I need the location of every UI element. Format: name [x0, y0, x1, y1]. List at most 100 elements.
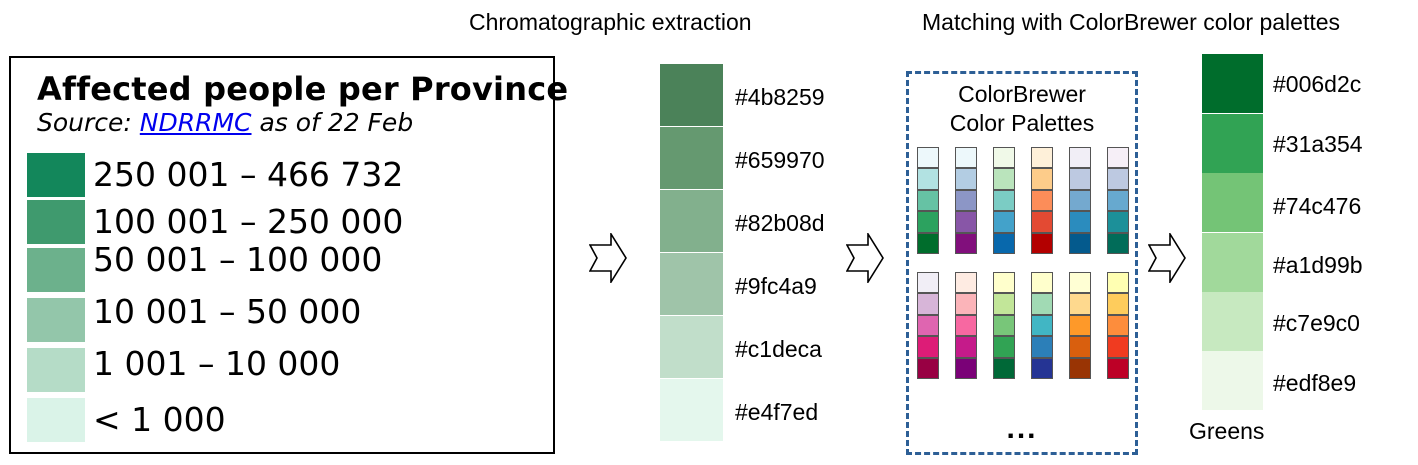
palette-swatch — [955, 189, 977, 212]
greens-swatch — [1202, 114, 1263, 173]
legend-title: Affected people per Province — [37, 70, 569, 108]
palette-swatch — [1031, 232, 1053, 254]
colorbrewer-title: ColorBrewer Color Palettes — [909, 80, 1135, 138]
extracted-hex: #659970 — [735, 147, 825, 173]
palette-swatch — [993, 336, 1015, 358]
matching-heading: Matching with ColorBrewer color palettes — [922, 9, 1341, 35]
greens-swatch — [1202, 292, 1263, 351]
palette-swatch — [993, 232, 1015, 254]
colorbrewer-palette — [1031, 147, 1053, 254]
palette-swatch — [993, 272, 1015, 294]
legend-swatch — [27, 153, 85, 197]
legend-swatch — [27, 200, 85, 244]
extracted-hex: #c1deca — [735, 336, 822, 362]
palette-swatch — [1107, 232, 1129, 254]
palette-swatch — [955, 232, 977, 254]
extracted-swatch — [660, 190, 723, 252]
colorbrewer-palette — [917, 272, 939, 379]
palette-swatch — [1069, 211, 1091, 233]
palette-swatch — [955, 293, 977, 315]
more-palettes-ellipsis: ... — [1006, 412, 1038, 445]
palette-swatch — [993, 357, 1015, 379]
palette-swatch — [1031, 189, 1053, 212]
palette-swatch — [917, 314, 939, 337]
colorbrewer-palette — [1107, 147, 1129, 254]
palette-swatch — [1031, 314, 1053, 337]
palette-swatch — [1107, 293, 1129, 315]
palette-swatch — [917, 189, 939, 212]
colorbrewer-palette — [1069, 272, 1091, 379]
extracted-swatch — [660, 316, 723, 378]
palette-swatch — [1069, 357, 1091, 379]
palette-swatch — [1107, 314, 1129, 337]
greens-hex: #74c476 — [1273, 193, 1362, 219]
hollow-right-arrow-icon — [846, 233, 884, 283]
legend-label: 10 001 – 50 000 — [93, 292, 362, 331]
palette-swatch — [1107, 189, 1129, 212]
palette-swatch — [1069, 314, 1091, 337]
colorbrewer-palette — [955, 272, 977, 379]
palette-swatch — [955, 147, 977, 169]
extracted-hex: #82b08d — [735, 210, 825, 236]
palette-swatch — [1069, 168, 1091, 190]
palette-swatch — [1107, 272, 1129, 294]
legend-label: 50 001 – 100 000 — [93, 240, 383, 279]
colorbrewer-palette — [955, 147, 977, 254]
extracted-hex: #4b8259 — [735, 84, 825, 110]
legend-swatch — [27, 348, 85, 392]
palette-swatch — [1031, 168, 1053, 190]
greens-hex: #a1d99b — [1273, 252, 1363, 278]
colorbrewer-palette — [993, 272, 1015, 379]
palette-swatch — [917, 232, 939, 254]
palette-swatch — [1069, 147, 1091, 169]
palette-swatch — [1069, 232, 1091, 254]
extracted-swatch — [660, 64, 723, 126]
palette-swatch — [1069, 189, 1091, 212]
palette-swatch — [917, 357, 939, 379]
legend-label: 250 001 – 466 732 — [93, 155, 404, 194]
legend-swatch — [27, 398, 85, 442]
greens-hex: #edf8e9 — [1273, 370, 1357, 396]
palette-swatch — [993, 293, 1015, 315]
palette-swatch — [993, 147, 1015, 169]
palette-swatch — [1107, 357, 1129, 379]
palette-swatch — [993, 168, 1015, 190]
palette-swatch — [917, 293, 939, 315]
palette-swatch — [917, 168, 939, 190]
colorbrewer-box: ColorBrewer Color Palettes ... — [906, 71, 1138, 455]
palette-swatch — [955, 211, 977, 233]
greens-swatch — [1202, 54, 1263, 113]
greens-hex: #006d2c — [1273, 71, 1362, 97]
extracted-swatch — [660, 253, 723, 315]
greens-swatch — [1202, 173, 1263, 232]
legend-source: Source: NDRRMC as of 22 Feb — [37, 108, 413, 137]
legend-label: 1 001 – 10 000 — [93, 344, 341, 383]
palette-swatch — [1031, 272, 1053, 294]
palette-swatch — [955, 314, 977, 337]
legend-swatch — [27, 248, 85, 292]
legend-label: < 1 000 — [93, 400, 226, 439]
colorbrewer-palette — [1069, 147, 1091, 254]
extracted-swatch — [660, 379, 723, 441]
palette-swatch — [1107, 147, 1129, 169]
palette-swatch — [955, 272, 977, 294]
hollow-right-arrow-icon — [589, 233, 627, 283]
palette-swatch — [1107, 211, 1129, 233]
legend-panel: Affected people per Province Source: NDR… — [9, 56, 568, 454]
palette-swatch — [1031, 336, 1053, 358]
palette-swatch — [1069, 336, 1091, 358]
palette-swatch — [955, 168, 977, 190]
legend-label: 100 001 – 250 000 — [93, 202, 404, 241]
extracted-swatch — [660, 127, 723, 189]
colorbrewer-title-line2: Color Palettes — [949, 110, 1095, 136]
source-link[interactable]: NDRRMC — [139, 108, 252, 137]
colorbrewer-palette — [1107, 272, 1129, 379]
colorbrewer-palette — [917, 147, 939, 254]
palette-swatch — [1031, 357, 1053, 379]
palette-swatch — [993, 314, 1015, 337]
source-suffix: as of 22 Feb — [251, 108, 414, 137]
extraction-heading: Chromatographic extraction — [469, 9, 752, 35]
palette-swatch — [993, 211, 1015, 233]
palette-swatch — [1107, 336, 1129, 358]
legend-swatch — [27, 298, 85, 342]
